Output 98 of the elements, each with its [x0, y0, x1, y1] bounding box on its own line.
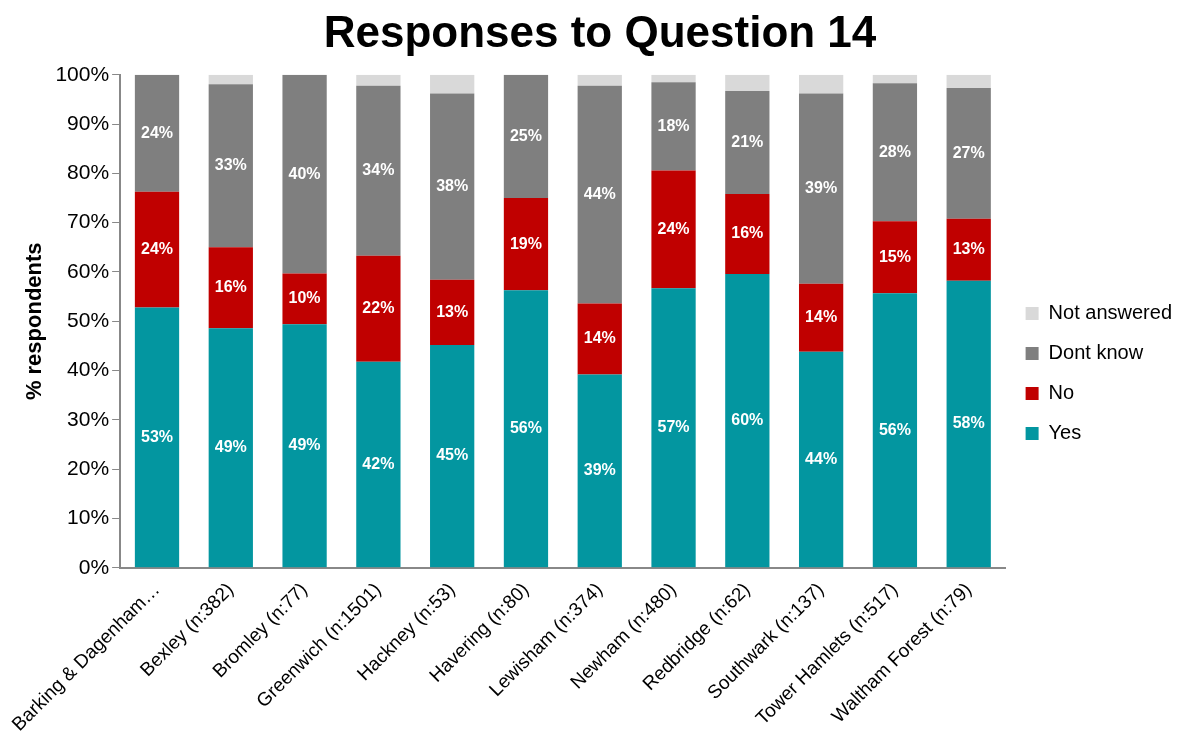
bar [282, 273, 327, 325]
y-tick-label: 90% [67, 110, 110, 134]
chart-title: Responses to Question 14 [323, 6, 877, 56]
data-label: 13% [436, 302, 469, 320]
legend-label: No [1048, 381, 1075, 404]
bar [356, 85, 401, 256]
data-label: 60% [731, 411, 764, 428]
bar [946, 218, 991, 281]
bar [872, 74, 918, 84]
bar [503, 290, 549, 568]
data-label: 16% [731, 224, 764, 242]
y-tick-label: 0% [78, 554, 110, 578]
bar [946, 280, 991, 568]
bar [134, 74, 180, 192]
legend-label: Yes [1048, 421, 1082, 444]
data-label: 45% [436, 446, 469, 464]
bar [651, 288, 696, 568]
data-label: 16% [214, 278, 247, 296]
legend-label: Not answered [1048, 301, 1173, 324]
bar [872, 293, 918, 568]
bar [577, 74, 622, 86]
data-label: 24% [657, 219, 690, 237]
bar [725, 273, 770, 568]
data-label: 49% [288, 436, 321, 454]
data-label: 15% [878, 247, 911, 265]
bar [946, 88, 991, 219]
bar [725, 194, 770, 274]
y-tick-label: 70% [67, 209, 110, 233]
bar [946, 74, 991, 89]
bar [430, 74, 475, 94]
bar [430, 93, 475, 280]
bar [577, 374, 622, 568]
data-label: 13% [952, 240, 985, 258]
bar [872, 83, 918, 222]
data-label: 56% [878, 420, 911, 438]
y-tick-label: 10% [67, 505, 110, 529]
data-label: 58% [952, 414, 985, 432]
bar [577, 85, 622, 304]
bar [798, 283, 844, 352]
data-label: 19% [509, 234, 542, 252]
data-label: 14% [583, 329, 616, 347]
y-tick-label: 20% [67, 455, 110, 479]
bar [134, 307, 180, 568]
data-label: 44% [805, 449, 838, 467]
y-tick-label: 30% [67, 406, 110, 430]
data-label: 24% [140, 239, 174, 257]
bar [503, 74, 549, 199]
data-label: 24% [140, 123, 174, 141]
bar [725, 74, 770, 92]
bar [356, 361, 401, 568]
data-label: 27% [952, 143, 985, 161]
bar [208, 328, 253, 568]
bar [208, 74, 253, 85]
bar [577, 303, 622, 375]
bar [651, 74, 696, 83]
y-tick-label: 80% [67, 160, 110, 184]
data-label: 49% [214, 438, 247, 456]
data-label: 14% [805, 308, 838, 326]
y-tick-label: 60% [67, 258, 110, 282]
bar [208, 247, 253, 329]
data-label: 53% [140, 427, 174, 445]
bar [798, 93, 844, 284]
data-label: 28% [878, 142, 911, 160]
bar [798, 74, 844, 94]
data-label: 10% [288, 289, 321, 307]
bar [356, 74, 401, 86]
data-label: 18% [657, 116, 690, 134]
bar [430, 344, 475, 568]
data-label: 42% [362, 454, 395, 472]
y-tick-label: 40% [67, 357, 110, 381]
bar [503, 198, 549, 291]
data-label: 39% [805, 179, 838, 197]
bar [356, 255, 401, 362]
data-label: 39% [583, 461, 616, 479]
data-label: 33% [214, 156, 247, 174]
y-tick-label: 50% [67, 308, 110, 332]
legend-label: Dont know [1048, 341, 1144, 364]
bar [798, 351, 844, 568]
bar [725, 91, 770, 195]
bar [282, 324, 327, 568]
data-label: 56% [509, 419, 542, 437]
data-label: 40% [288, 164, 321, 182]
bar [134, 191, 180, 308]
bar [651, 170, 696, 289]
y-axis-title: % respondents [21, 242, 47, 401]
data-label: 57% [657, 418, 690, 436]
data-label: 38% [436, 177, 469, 195]
data-label: 25% [509, 126, 542, 144]
data-label: 21% [731, 132, 764, 150]
bar [651, 82, 696, 171]
data-label: 44% [583, 184, 616, 202]
bar [208, 84, 253, 248]
bar [282, 74, 327, 274]
bar [872, 221, 918, 294]
data-label: 22% [362, 299, 395, 317]
y-tick-label: 100% [55, 61, 110, 85]
data-label: 34% [362, 161, 395, 179]
bar [430, 279, 475, 345]
